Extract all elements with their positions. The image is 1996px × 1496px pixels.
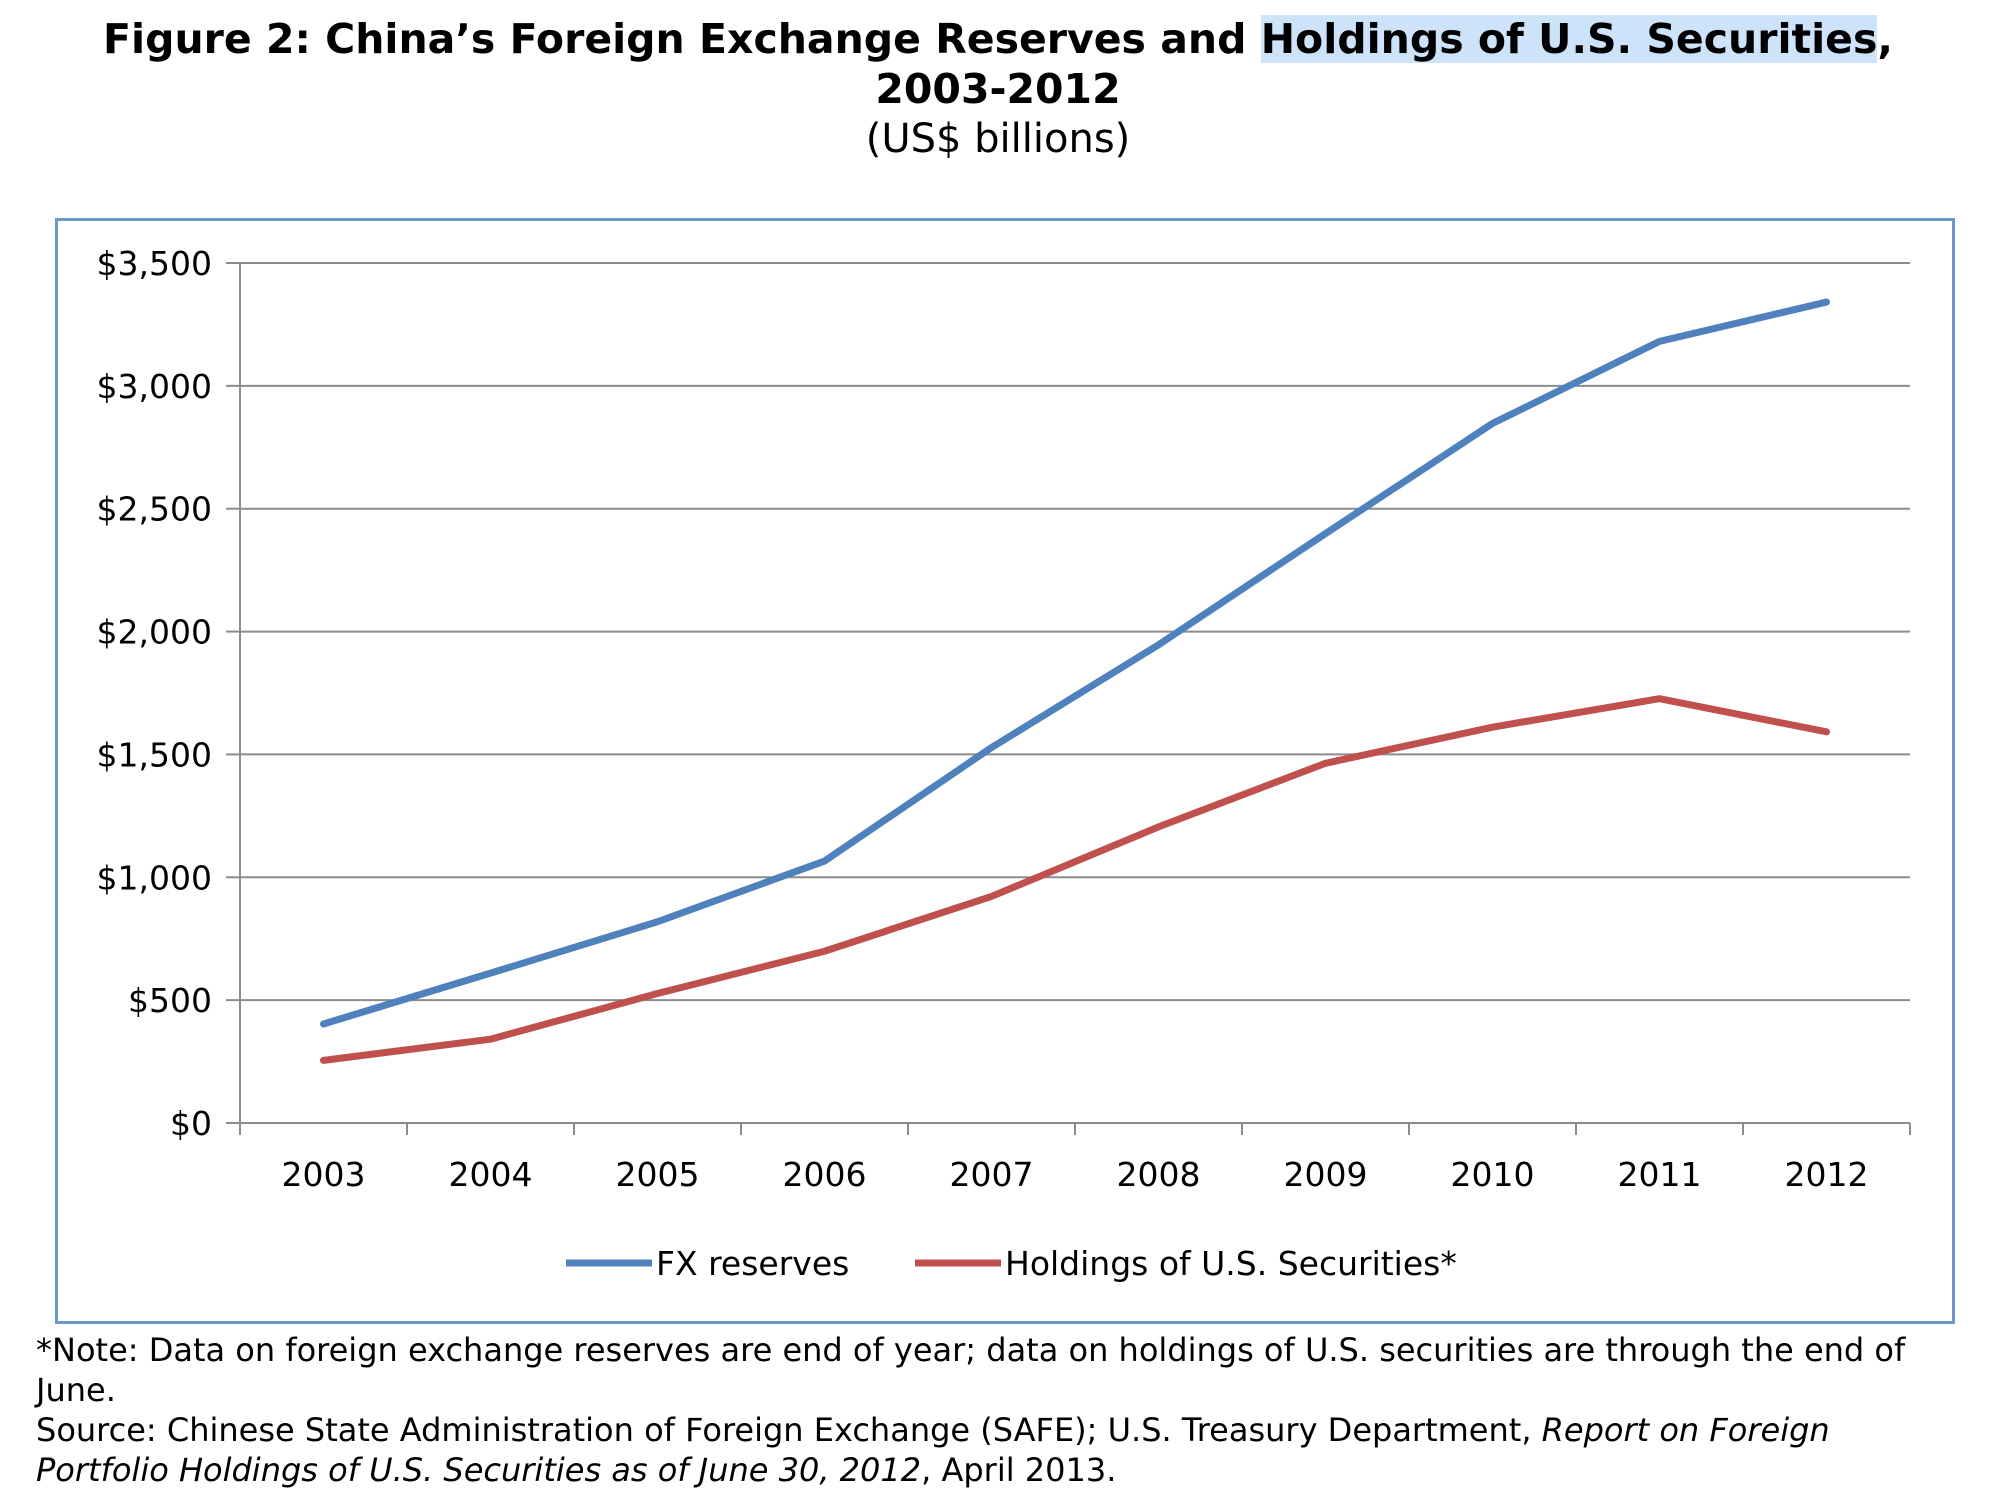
y-tick-label: $2,000: [97, 613, 212, 652]
title-part1: Figure 2: China’s Foreign Exchange Reser…: [103, 15, 1261, 63]
x-axis-tick-labels: 2003 2004 2005 2006 2007 2008 2009 2010 2011 2012: [282, 1155, 1869, 1194]
y-tick-label: $3,000: [97, 367, 212, 406]
footnote-note: *Note: Data on foreign exchange reserves…: [36, 1331, 1906, 1409]
x-tick-label: 2009: [1284, 1155, 1368, 1194]
x-tick-label: 2003: [282, 1155, 366, 1194]
title-highlight: Holdings of U.S. Securities: [1260, 15, 1878, 63]
x-tick-label: 2005: [616, 1155, 700, 1194]
y-tick-label: $500: [128, 981, 212, 1020]
legend-entry: FX reserves: [566, 1244, 849, 1283]
chart-units: (US$ billions): [865, 116, 1131, 162]
axes: [226, 262, 1911, 1135]
series-line-1: [320, 695, 1830, 1064]
title-part2: ,: [1877, 15, 1893, 63]
x-tick-label: 2012: [1785, 1155, 1869, 1194]
y-tick-label: $3,500: [97, 244, 212, 283]
chart-frame: [55, 218, 1955, 1324]
series-lines: [320, 298, 1830, 1064]
x-tick-label: 2010: [1451, 1155, 1535, 1194]
x-tick-label: 2011: [1618, 1155, 1702, 1194]
y-axis-tick-labels: $0 $500 $1,000 $1,500 $2,000 $2,500 $3,000 $3,5…: [97, 244, 212, 1143]
title-block: Figure 2: China’s Foreign Exchange Reser…: [0, 14, 1996, 164]
footnote: *Note: Data on foreign exchange reserves…: [36, 1330, 1971, 1490]
source-report-title: Report on Foreign Portfolio Holdings of …: [36, 1411, 1830, 1489]
y-tick-label: $2,500: [97, 490, 212, 529]
legend-entry: Holdings of U.S. Securities*: [915, 1244, 1457, 1283]
y-tick-label: $0: [170, 1104, 212, 1143]
x-tick-label: 2004: [449, 1155, 533, 1194]
y-tick-label: $1,500: [97, 735, 212, 774]
footnote-source: Source: Chinese State Administration of …: [36, 1410, 1971, 1490]
gridlines: [240, 262, 1910, 1002]
source-suffix: , April 2013.: [921, 1451, 1117, 1489]
x-tick-label: 2007: [950, 1155, 1034, 1194]
chart-title-years: 2003-2012: [875, 65, 1121, 113]
legend-label: Holdings of U.S. Securities*: [1005, 1244, 1457, 1283]
series-line-0: [320, 298, 1830, 1028]
chart-title: Figure 2: China’s Foreign Exchange Reser…: [0, 14, 1996, 64]
source-prefix: Source: Chinese State Administration of …: [36, 1411, 1542, 1449]
x-tick-label: 2008: [1117, 1155, 1201, 1194]
legend: FX reserves Holdings of U.S. Securities*: [566, 1244, 1457, 1283]
y-tick-label: $1,000: [97, 858, 212, 897]
x-tick-label: 2006: [783, 1155, 867, 1194]
legend-label: FX reserves: [656, 1244, 849, 1283]
